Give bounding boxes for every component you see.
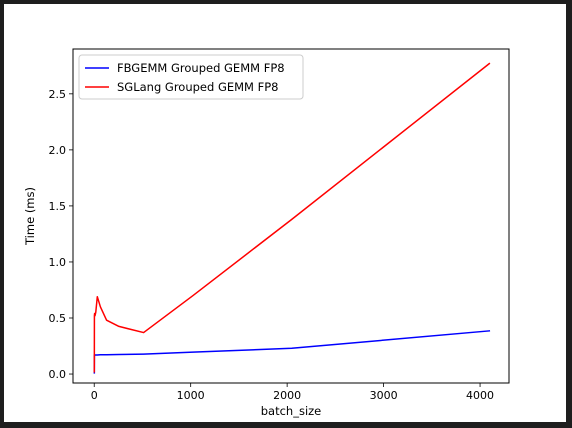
x-tick-label: 3000 (370, 389, 398, 402)
legend-box (78, 54, 304, 100)
series-line-1 (93, 62, 491, 373)
y-tick-label: 0.0 (49, 368, 67, 381)
x-axis-label: batch_size (261, 404, 322, 418)
series-layer (93, 62, 491, 374)
line-chart: 0 1000 2000 3000 4000 0.0 0.5 1.0 1.5 2.0 2.5 bat… (23, 48, 510, 418)
series-line-0 (93, 330, 491, 374)
legend: FBGEMM Grouped GEMM FP8 SGLang Grouped GE… (78, 54, 304, 100)
x-tick-label: 0 (91, 389, 98, 402)
legend-label-0: FBGEMM Grouped GEMM FP8 (117, 61, 285, 75)
figure-canvas: 0 1000 2000 3000 4000 0.0 0.5 1.0 1.5 2.0 2.5 bat… (4, 4, 566, 422)
x-axis: 0 1000 2000 3000 4000 (91, 383, 494, 402)
legend-label-1: SGLang Grouped GEMM FP8 (117, 80, 279, 94)
y-tick-label: 1.0 (49, 256, 67, 269)
y-axis-label: Time (ms) (23, 187, 37, 246)
plot-area-frame (72, 48, 510, 384)
y-tick-label: 0.5 (49, 312, 67, 325)
x-tick-label: 1000 (177, 389, 205, 402)
y-axis: 0.0 0.5 1.0 1.5 2.0 2.5 (49, 88, 73, 381)
x-tick-label: 2000 (273, 389, 301, 402)
y-tick-label: 1.5 (49, 200, 67, 213)
y-tick-label: 2.5 (49, 88, 67, 101)
y-tick-label: 2.0 (49, 144, 67, 157)
x-tick-label: 4000 (466, 389, 494, 402)
